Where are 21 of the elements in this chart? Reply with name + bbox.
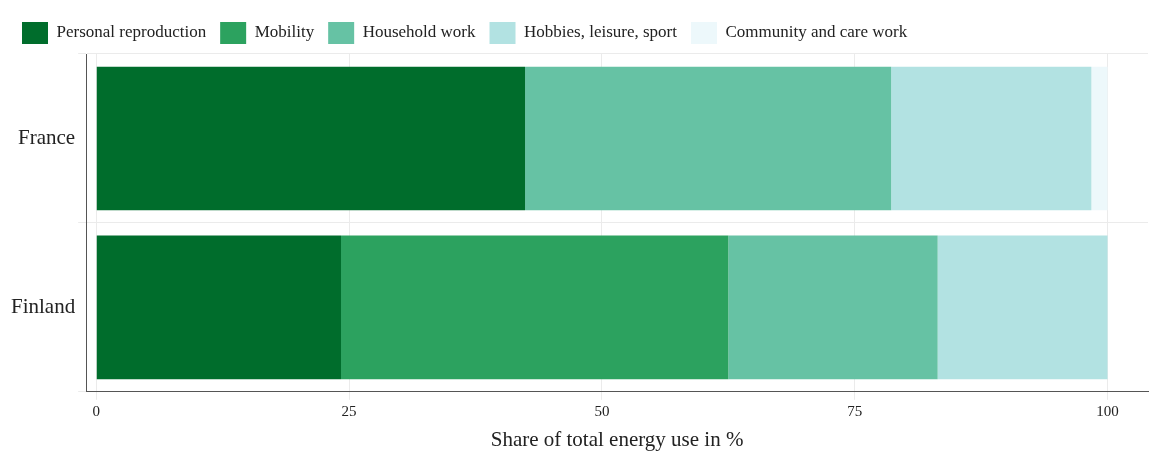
x-tick-label: 50	[594, 402, 610, 419]
x-axis-title: Share of total energy use in %	[490, 426, 744, 451]
bar	[96, 66, 526, 211]
x-tick-label: 25	[341, 402, 357, 419]
bar	[891, 66, 1092, 211]
bar	[525, 66, 892, 211]
legend-label: Household work	[362, 22, 477, 42]
x-tick-label: 0	[92, 402, 101, 419]
bar	[937, 235, 1108, 380]
bar	[341, 235, 729, 380]
legend-label: Community and care work	[725, 22, 908, 42]
legend-label: Hobbies, leisure, sport	[524, 22, 678, 42]
legend-label: Personal reproduction	[56, 22, 207, 42]
y-tick-label: France	[18, 124, 76, 149]
bar	[96, 235, 342, 380]
bar	[728, 235, 938, 380]
legend-label: Mobility	[254, 22, 315, 42]
x-tick-label: 75	[847, 402, 863, 419]
y-tick-label: Finland	[11, 293, 76, 318]
x-tick-label: 100	[1096, 402, 1119, 419]
bar	[1091, 66, 1108, 211]
